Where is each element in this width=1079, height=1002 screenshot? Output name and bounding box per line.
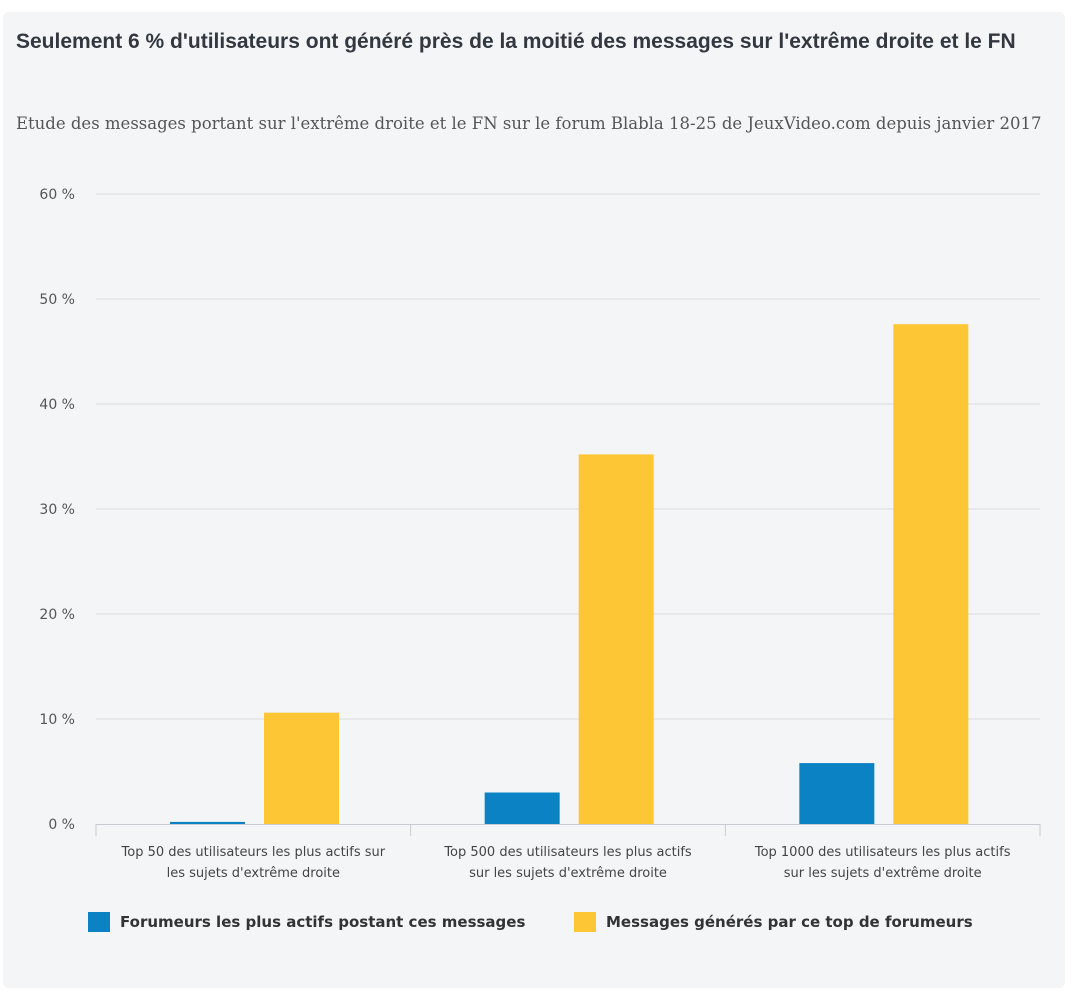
legend-swatch-yellow <box>574 912 596 932</box>
x-category-label: sur les sujets d'extrême droite <box>784 866 982 881</box>
legend-label: Forumeurs les plus actifs postant ces me… <box>120 913 526 931</box>
x-category-label: les sujets d'extrême droite <box>167 866 340 881</box>
bar-messages <box>578 454 654 824</box>
legend-item-messages[interactable]: Messages générés par ce top de forumeurs <box>574 912 973 932</box>
y-tick-label: 30 % <box>39 502 75 518</box>
bar-messages <box>893 324 969 824</box>
y-tick-label: 50 % <box>39 292 75 308</box>
bar-forumeurs <box>170 821 245 824</box>
x-category-label: Top 500 des utilisateurs les plus actifs <box>443 845 692 860</box>
y-tick-label: 0 % <box>48 817 75 833</box>
x-category-label: Top 1000 des utilisateurs les plus actif… <box>754 845 1011 860</box>
bar-messages <box>264 712 339 824</box>
y-tick-label: 40 % <box>39 397 75 413</box>
legend-swatch-blue <box>88 912 110 932</box>
x-category-label: sur les sujets d'extrême droite <box>469 866 667 881</box>
chart-title: Seulement 6 % d'utilisateurs ont généré … <box>16 30 1016 53</box>
chart-subtitle: Etude des messages portant sur l'extrême… <box>16 114 1042 133</box>
legend-item-forumeurs[interactable]: Forumeurs les plus actifs postant ces me… <box>88 912 525 932</box>
y-tick-label: 10 % <box>39 712 75 728</box>
chart-card <box>3 12 1065 988</box>
bar-forumeurs <box>799 763 875 824</box>
legend-label: Messages générés par ce top de forumeurs <box>606 913 973 931</box>
y-tick-label: 20 % <box>39 607 75 623</box>
y-tick-label: 60 % <box>39 187 75 203</box>
bar-forumeurs <box>484 792 560 824</box>
bar-chart: 0 % 10 % 20 % 30 % 40 % 50 % 60 % Top 50 des ut… <box>39 187 1041 881</box>
x-category-label: Top 50 des utilisateurs les plus actifs … <box>121 845 386 860</box>
